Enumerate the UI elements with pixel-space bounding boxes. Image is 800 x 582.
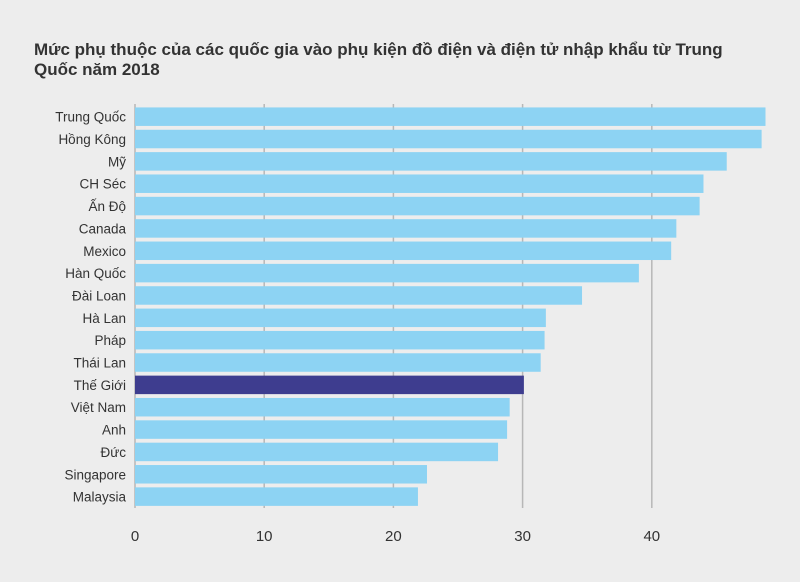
x-tick-label: 0 — [131, 528, 139, 545]
bar — [135, 420, 508, 439]
x-tick-label: 20 — [385, 528, 402, 545]
x-tick-label: 30 — [514, 528, 531, 545]
bar — [135, 129, 762, 149]
bar-layer — [135, 107, 766, 506]
category-label: Đài Loan — [72, 288, 126, 303]
category-label: Hà Lan — [82, 311, 126, 326]
bar — [135, 308, 546, 328]
bar — [135, 219, 677, 238]
category-label: Đức — [100, 445, 126, 460]
category-label: CH Séc — [79, 177, 126, 192]
category-label: Trung Quốc — [55, 110, 126, 125]
bar — [135, 487, 418, 506]
chart-title: Mức phụ thuộc của các quốc gia vào phụ k… — [34, 40, 723, 79]
category-label: Malaysia — [73, 490, 127, 505]
bar — [135, 263, 639, 283]
category-label: Thái Lan — [73, 356, 126, 371]
category-label: Hồng Kông — [58, 132, 126, 147]
category-label: Singapore — [64, 467, 126, 482]
bar-highlight — [135, 375, 524, 395]
bar — [135, 241, 672, 261]
bar — [135, 465, 427, 484]
category-label: Việt Nam — [71, 400, 126, 415]
category-label-layer: Trung Quốc Hồng Kông Mỹ CH Séc Ấn Độ Canada Me… — [55, 110, 126, 505]
category-label: Mexico — [83, 244, 126, 259]
bar — [135, 330, 545, 350]
bar — [135, 353, 541, 372]
bar — [135, 397, 510, 417]
bar — [135, 152, 727, 171]
bar — [135, 286, 583, 305]
category-label: Hàn Quốc — [65, 266, 126, 281]
grid-layer — [134, 104, 653, 508]
x-tick-label: 10 — [256, 528, 273, 545]
category-label: Anh — [102, 423, 126, 438]
bar — [135, 174, 704, 193]
category-label: Canada — [79, 221, 127, 236]
x-tick-label: 40 — [643, 528, 660, 545]
category-label: Pháp — [94, 333, 126, 348]
bar — [135, 107, 766, 126]
category-label: Ấn Độ — [88, 199, 126, 214]
bar — [135, 196, 700, 216]
x-axis-tick-layer: 0 10 20 30 40 — [131, 528, 660, 545]
category-label: Mỹ — [108, 154, 126, 169]
bar — [135, 442, 499, 462]
category-label: Thế Giới — [74, 378, 126, 393]
